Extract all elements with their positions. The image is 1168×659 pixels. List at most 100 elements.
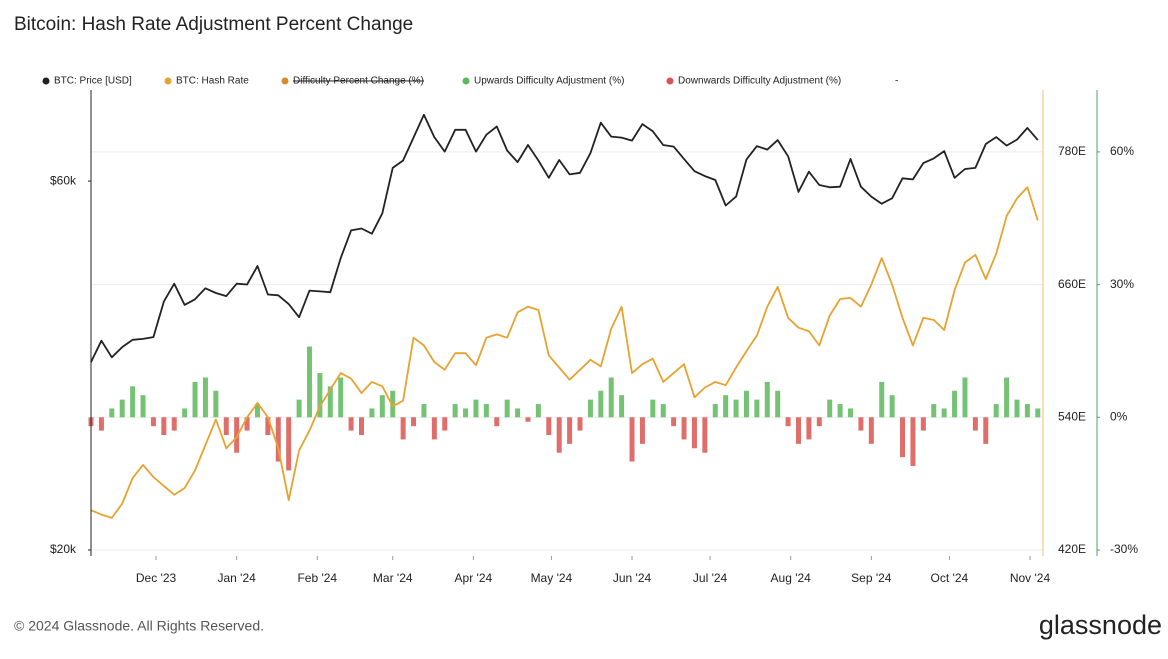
difficulty-bar: [733, 399, 739, 418]
difficulty-bar: [431, 417, 437, 440]
difficulty-bar: [411, 417, 417, 427]
difficulty-bar: [369, 408, 375, 418]
difficulty-bar: [816, 417, 822, 427]
difficulty-bar: [650, 399, 656, 418]
difficulty-bar: [577, 417, 583, 431]
y2-tick-label: 780E: [1058, 144, 1086, 158]
difficulty-bar: [889, 395, 895, 418]
legend-swatch: [462, 77, 470, 85]
x-tick-label: Jun '24: [613, 571, 652, 585]
difficulty-bar: [723, 395, 729, 418]
legend-swatch: [42, 77, 50, 85]
x-tick-label: May '24: [531, 571, 573, 585]
x-tick-label: Nov '24: [1010, 571, 1051, 585]
y-tick-label: $20k: [50, 542, 77, 556]
difficulty-bar: [265, 417, 271, 435]
difficulty-bar: [275, 417, 281, 462]
difficulty-bar: [213, 390, 219, 418]
difficulty-bar: [379, 395, 385, 418]
difficulty-bar: [535, 404, 541, 418]
difficulty-bar: [140, 395, 146, 418]
difficulty-bar: [130, 386, 136, 418]
difficulty-bar: [837, 404, 843, 418]
legend-swatch: [281, 77, 289, 85]
difficulty-bar: [1014, 399, 1020, 418]
difficulty-bar: [119, 399, 125, 418]
legend: BTC: Price [USD] BTC: Hash Rate Difficulty…: [42, 76, 898, 87]
difficulty-bar: [598, 390, 604, 418]
difficulty-bar: [743, 390, 749, 418]
difficulty-bar: [296, 399, 302, 418]
legend-swatch: [666, 77, 674, 85]
axes: 420E 540E 660E 780E -30% 0% 30% 60% $20k $60k Dec …: [50, 90, 1138, 585]
y3-tick-label: 60%: [1110, 144, 1134, 158]
difficulty-bar: [400, 417, 406, 440]
legend-swatch: [164, 77, 172, 85]
difficulty-bar: [962, 377, 968, 418]
brand-logo: glassnode: [1039, 610, 1162, 640]
difficulty-bar: [972, 417, 978, 431]
chart-title: Bitcoin: Hash Rate Adjustment Percent Ch…: [14, 14, 413, 35]
difficulty-bar: [306, 346, 312, 418]
y3-tick-label: 0%: [1110, 409, 1128, 423]
difficulty-bar: [421, 404, 427, 418]
difficulty-bar: [858, 417, 864, 431]
difficulty-bar: [910, 417, 916, 466]
y2-tick-label: 420E: [1058, 542, 1086, 556]
x-tick-label: Sep '24: [851, 571, 892, 585]
difficulty-bar: [775, 390, 781, 418]
difficulty-bar: [525, 417, 531, 422]
difficulty-bar: [691, 417, 697, 449]
x-tick-label: Apr '24: [455, 571, 493, 585]
legend-label: Upwards Difficulty Adjustment (%): [474, 76, 624, 87]
difficulty-bar: [338, 377, 344, 418]
difficulty-bar: [483, 404, 489, 418]
difficulty-bar: [827, 399, 833, 418]
difficulty-bar: [317, 373, 323, 418]
difficulty-bar: [150, 417, 156, 427]
y3-tick-label: -30%: [1110, 542, 1138, 556]
x-tick-label: Oct '24: [931, 571, 969, 585]
difficulty-bar: [983, 417, 989, 444]
difficulty-bar: [182, 408, 188, 418]
difficulty-bar: [920, 417, 926, 431]
difficulty-bar: [494, 417, 500, 427]
difficulty-bar: [98, 417, 104, 431]
difficulty-bar: [879, 381, 885, 418]
difficulty-bar: [1035, 408, 1041, 418]
legend-label: BTC: Price [USD]: [54, 76, 132, 87]
difficulty-bar: [619, 395, 625, 418]
difficulty-bar: [671, 417, 677, 427]
difficulty-bar: [941, 408, 947, 418]
difficulty-bar: [785, 417, 791, 427]
series-line: [90, 186, 1039, 519]
difficulty-bar: [202, 377, 208, 418]
y2-tick-label: 660E: [1058, 277, 1086, 291]
difficulty-bar: [1024, 404, 1030, 418]
difficulty-bar: [452, 404, 458, 418]
bars: [88, 346, 1041, 471]
difficulty-bar: [504, 399, 510, 418]
difficulty-bar: [234, 417, 240, 453]
difficulty-bar: [327, 386, 333, 418]
difficulty-bar: [900, 417, 906, 458]
difficulty-bar: [806, 417, 812, 440]
difficulty-bar: [254, 404, 260, 418]
y-tick-label: $60k: [50, 173, 77, 187]
legend-label: BTC: Hash Rate: [176, 76, 249, 87]
x-tick-label: Aug '24: [771, 571, 812, 585]
difficulty-bar: [286, 417, 292, 471]
difficulty-bar: [608, 377, 614, 418]
series-line: [90, 113, 1039, 363]
difficulty-bar: [754, 399, 760, 418]
difficulty-bar: [161, 417, 167, 435]
legend-note: -: [895, 76, 898, 87]
difficulty-bar: [442, 417, 448, 431]
y2-tick-label: 540E: [1058, 409, 1086, 423]
legend-label: Difficulty Percent Change (%): [293, 76, 424, 87]
difficulty-bar: [463, 408, 469, 418]
difficulty-bar: [390, 390, 396, 418]
copyright: © 2024 Glassnode. All Rights Reserved.: [14, 618, 264, 634]
